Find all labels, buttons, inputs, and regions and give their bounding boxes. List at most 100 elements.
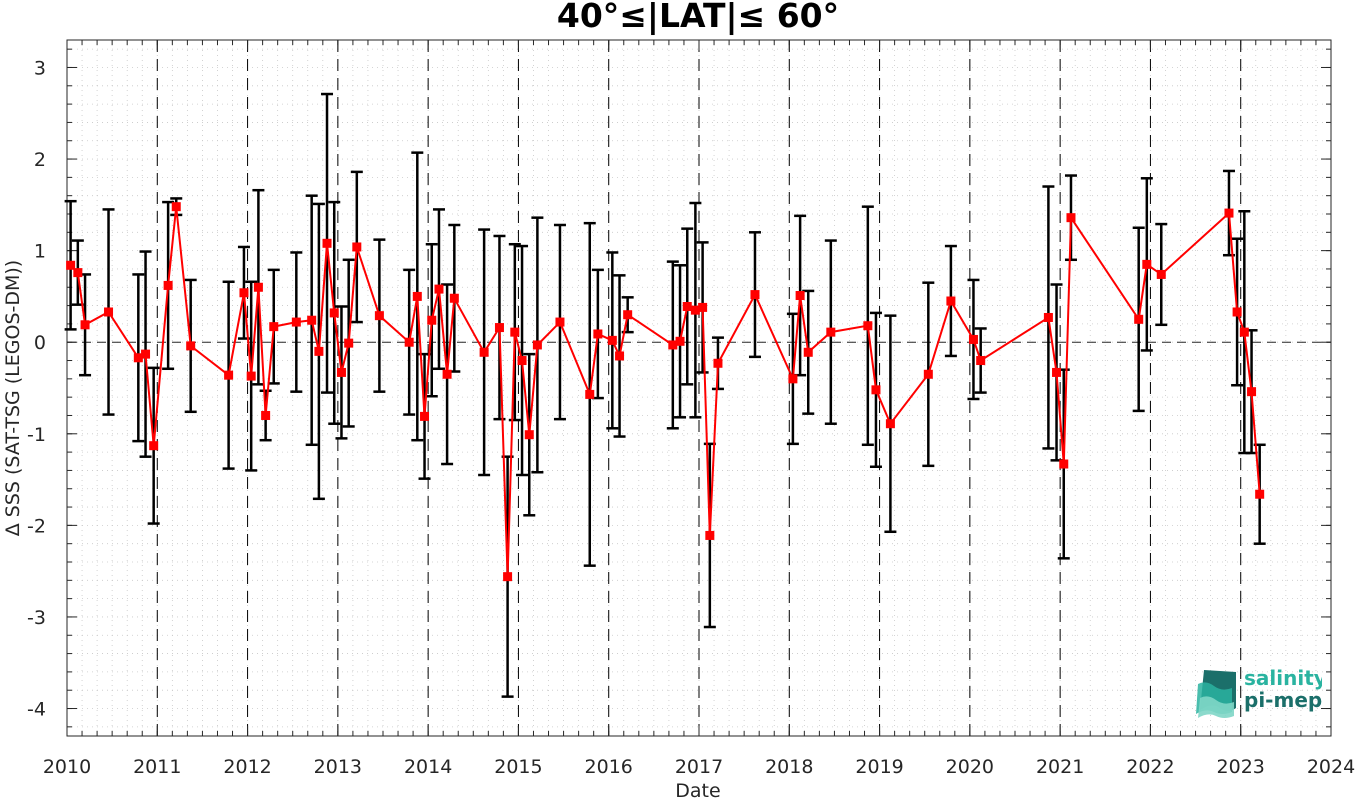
x-tick-label: 2018 [765,756,813,778]
data-point [314,346,324,356]
data-point [623,310,633,320]
x-tick-label: 2017 [675,756,723,778]
data-point [149,441,159,451]
data-markers [66,202,1265,582]
data-point [479,347,489,357]
series-line [69,206,1261,577]
data-point [615,351,625,361]
y-axis-label: Δ SSS (SAT-TSG (LEGOS-DM)) [2,260,24,536]
data-point [795,291,805,301]
data-point [698,302,708,312]
x-tick-label: 2023 [1217,756,1265,778]
data-point [246,371,256,381]
data-point [66,260,76,270]
x-axis-label: Date [675,780,720,801]
y-tick-label: -3 [27,607,46,629]
y-tick-labels: -4 -3 -2 -1 0 1 2 3 [27,57,46,720]
data-point [705,530,715,540]
data-point [427,315,437,325]
data-point [593,329,603,339]
x-tick-label: 2016 [585,756,633,778]
data-point [923,369,933,379]
data-point [750,290,760,300]
data-point [434,284,444,294]
y-tick-label: 1 [34,241,46,263]
data-point [1052,367,1062,377]
y-tick-label: -1 [27,424,46,446]
x-tick-label: 2010 [43,756,91,778]
data-point [449,293,459,303]
logo-text-salinity: salinity [1244,666,1322,690]
x-tick-label: 2021 [1036,756,1084,778]
data-point [80,320,90,330]
data-point [1142,259,1152,269]
x-tick-labels: 2010 2011 2012 2013 2014 2015 2016 2017 2018 2019… [43,756,1355,778]
error-bars [64,92,1266,698]
data-point [1232,307,1242,317]
data-point [517,356,527,366]
data-point [555,317,565,327]
data-point [532,340,542,350]
data-point [788,374,798,384]
data-point [675,336,685,346]
x-tick-label: 2020 [946,756,994,778]
data-point [1059,459,1069,469]
data-point [224,370,234,380]
data-point [1239,327,1249,337]
y-tick-label: 0 [34,332,46,354]
logo-text-pi-mep: pi-mep [1244,688,1322,712]
data-point [186,341,196,351]
chart-title: 40°≤|LAT|≤ 60° [557,0,839,35]
data-point [104,307,114,317]
data-point [524,430,534,440]
data-point [826,327,836,337]
data-point [163,280,173,290]
x-tick-label: 2013 [314,756,362,778]
x-tick-label: 2024 [1307,756,1355,778]
data-point [968,334,978,344]
data-point [494,323,504,333]
x-tick-label: 2012 [223,756,271,778]
data-point [253,282,263,292]
data-point [442,369,452,379]
data-point [1043,312,1053,322]
data-point [713,358,723,368]
data-point [1255,489,1265,499]
data-point [510,327,520,337]
data-point [344,338,354,348]
y-tick-label: -4 [27,699,46,721]
x-tick-label: 2014 [404,756,452,778]
data-point [607,335,617,345]
data-point [1134,314,1144,324]
data-point [682,301,692,311]
data-point [871,385,881,395]
data-point [585,389,595,399]
data-point [239,288,249,298]
y-tick-label: 3 [34,57,46,79]
data-point [404,337,414,347]
data-point [73,268,83,278]
data-point [885,419,895,429]
data-point [803,347,813,357]
data-point [976,356,986,366]
data-point [352,242,362,252]
data-point [946,296,956,306]
data-point [329,308,339,318]
data-point [307,315,317,325]
data-point [1156,269,1166,279]
data-point [420,411,430,421]
logo-wave-icon [1196,670,1236,718]
data-point [1247,387,1257,397]
data-point [863,321,873,331]
axes [66,39,1332,737]
data-point [322,238,332,248]
data-point [291,317,301,327]
x-tick-label: 2022 [1126,756,1174,778]
y-tick-label: 2 [34,149,46,171]
data-point [503,572,513,582]
data-point [141,349,151,359]
x-tick-label: 2019 [855,756,903,778]
data-point [171,202,181,212]
